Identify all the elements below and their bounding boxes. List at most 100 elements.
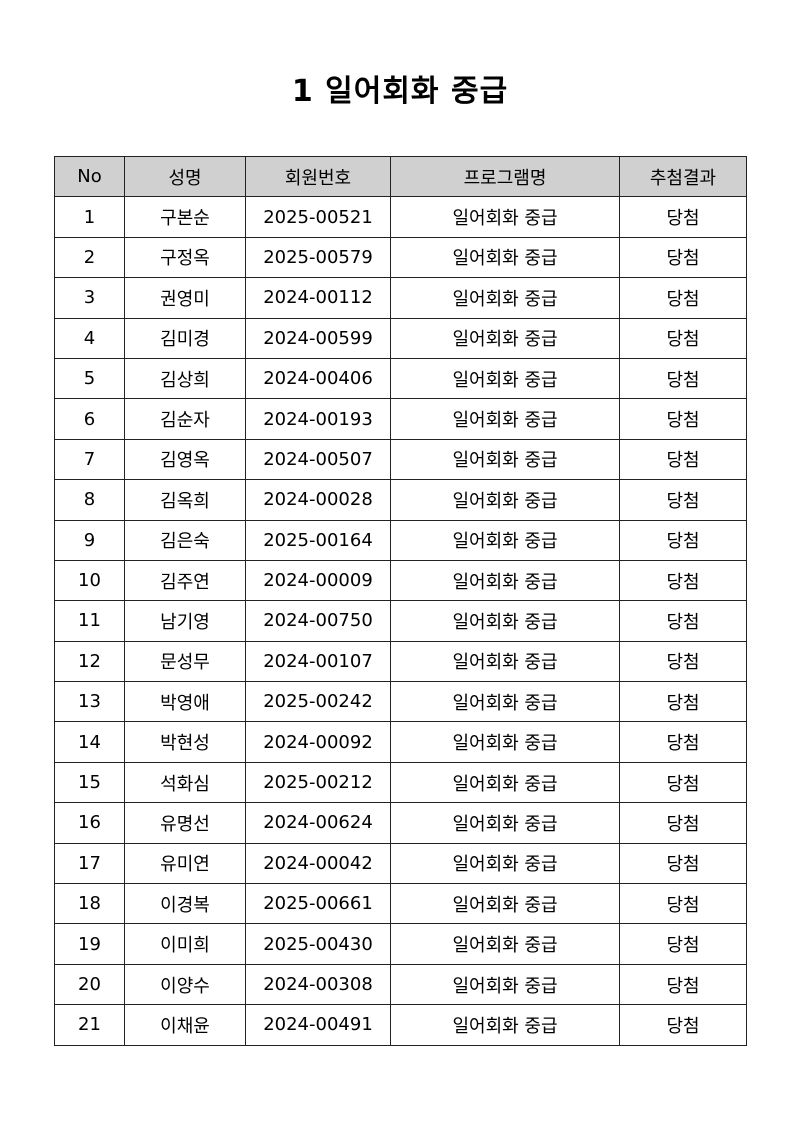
- cell-name: 이미희: [124, 923, 246, 965]
- cell-result: 당첨: [619, 519, 747, 561]
- table-row: 20 이양수 2024-00308 일어회화 중급 당첨: [54, 963, 747, 1006]
- table-row: 16 유명선 2024-00624 일어회화 중급 당첨: [54, 802, 747, 844]
- lottery-result-table: No 성명 회원번호 프로그램명 추첨결과 1 구본순 2025-00521 일어회화…: [54, 155, 747, 1046]
- cell-program: 일어회화 중급: [390, 761, 620, 804]
- cell-program: 일어회화 중급: [390, 438, 620, 481]
- cell-member-id: 2024-00507: [245, 438, 391, 481]
- table-row: 11 남기영 2024-00750 일어회화 중급 당첨: [54, 600, 747, 642]
- cell-result: 당첨: [619, 398, 747, 440]
- cell-program: 일어회화 중급: [390, 236, 620, 279]
- cell-program: 일어회화 중급: [390, 600, 620, 642]
- table-row: 2 구정옥 2025-00579 일어회화 중급 당첨: [54, 236, 747, 279]
- cell-name: 유명선: [124, 802, 246, 844]
- cell-no: 6: [54, 398, 125, 440]
- cell-no: 5: [54, 357, 125, 400]
- cell-member-id: 2025-00164: [245, 519, 391, 561]
- cell-no: 11: [54, 600, 125, 642]
- cell-result: 당첨: [619, 640, 747, 683]
- table-row: 13 박영애 2025-00242 일어회화 중급 당첨: [54, 681, 747, 723]
- cell-name: 김상희: [124, 357, 246, 400]
- cell-program: 일어회화 중급: [390, 317, 620, 359]
- cell-no: 7: [54, 438, 125, 481]
- cell-result: 당첨: [619, 357, 747, 400]
- cell-name: 유미연: [124, 842, 246, 885]
- cell-program: 일어회화 중급: [390, 640, 620, 683]
- cell-name: 김미경: [124, 317, 246, 359]
- cell-result: 당첨: [619, 721, 747, 763]
- cell-program: 일어회화 중급: [390, 963, 620, 1006]
- cell-name: 구본순: [124, 196, 246, 238]
- cell-result: 당첨: [619, 196, 747, 238]
- cell-member-id: 2024-00599: [245, 317, 391, 359]
- cell-name: 김영옥: [124, 438, 246, 481]
- cell-member-id: 2025-00212: [245, 761, 391, 804]
- cell-result: 당첨: [619, 438, 747, 481]
- table-row: 8 김옥희 2024-00028 일어회화 중급 당첨: [54, 479, 747, 521]
- table-row: 4 김미경 2024-00599 일어회화 중급 당첨: [54, 317, 747, 359]
- cell-name: 이채윤: [124, 1004, 246, 1046]
- header-row: No 성명 회원번호 프로그램명 추첨결과: [54, 155, 747, 198]
- cell-no: 14: [54, 721, 125, 763]
- cell-program: 일어회화 중급: [390, 802, 620, 844]
- cell-program: 일어회화 중급: [390, 1004, 620, 1046]
- cell-no: 9: [54, 519, 125, 561]
- cell-program: 일어회화 중급: [390, 519, 620, 561]
- cell-program: 일어회화 중급: [390, 559, 620, 602]
- cell-no: 3: [54, 277, 125, 319]
- table-row: 5 김상희 2024-00406 일어회화 중급 당첨: [54, 357, 747, 400]
- cell-member-id: 2024-00028: [245, 479, 391, 521]
- table-row: 17 유미연 2024-00042 일어회화 중급 당첨: [54, 842, 747, 885]
- cell-name: 이경복: [124, 883, 246, 925]
- header-member-id: 회원번호: [245, 155, 391, 198]
- cell-program: 일어회화 중급: [390, 923, 620, 965]
- cell-result: 당첨: [619, 559, 747, 602]
- cell-result: 당첨: [619, 479, 747, 521]
- cell-member-id: 2024-00308: [245, 963, 391, 1006]
- table-row: 10 김주연 2024-00009 일어회화 중급 당첨: [54, 559, 747, 602]
- cell-program: 일어회화 중급: [390, 842, 620, 885]
- cell-result: 당첨: [619, 317, 747, 359]
- cell-no: 15: [54, 761, 125, 804]
- cell-name: 박영애: [124, 681, 246, 723]
- cell-no: 1: [54, 196, 125, 238]
- table-row: 9 김은숙 2025-00164 일어회화 중급 당첨: [54, 519, 747, 561]
- cell-member-id: 2024-00750: [245, 600, 391, 642]
- cell-no: 19: [54, 923, 125, 965]
- cell-result: 당첨: [619, 802, 747, 844]
- table-row: 3 권영미 2024-00112 일어회화 중급 당첨: [54, 277, 747, 319]
- table-row: 1 구본순 2025-00521 일어회화 중급 당첨: [54, 196, 747, 238]
- cell-program: 일어회화 중급: [390, 277, 620, 319]
- cell-program: 일어회화 중급: [390, 196, 620, 238]
- cell-no: 12: [54, 640, 125, 683]
- cell-name: 문성무: [124, 640, 246, 683]
- cell-result: 당첨: [619, 883, 747, 925]
- table-row: 12 문성무 2024-00107 일어회화 중급 당첨: [54, 640, 747, 683]
- cell-no: 10: [54, 559, 125, 602]
- cell-program: 일어회화 중급: [390, 883, 620, 925]
- cell-name: 김순자: [124, 398, 246, 440]
- cell-no: 21: [54, 1004, 125, 1046]
- cell-member-id: 2024-00491: [245, 1004, 391, 1046]
- table-row: 15 석화심 2025-00212 일어회화 중급 당첨: [54, 761, 747, 804]
- cell-name: 김주연: [124, 559, 246, 602]
- cell-no: 20: [54, 963, 125, 1006]
- cell-member-id: 2025-00661: [245, 883, 391, 925]
- cell-name: 이양수: [124, 963, 246, 1006]
- cell-no: 4: [54, 317, 125, 359]
- cell-member-id: 2024-00624: [245, 802, 391, 844]
- cell-name: 남기영: [124, 600, 246, 642]
- cell-name: 권영미: [124, 277, 246, 319]
- cell-member-id: 2024-00009: [245, 559, 391, 602]
- cell-name: 김옥희: [124, 479, 246, 521]
- cell-member-id: 2024-00042: [245, 842, 391, 885]
- cell-result: 당첨: [619, 1004, 747, 1046]
- cell-name: 구정옥: [124, 236, 246, 279]
- cell-no: 17: [54, 842, 125, 885]
- header-program: 프로그램명: [390, 155, 620, 198]
- table-row: 14 박현성 2024-00092 일어회화 중급 당첨: [54, 721, 747, 763]
- cell-result: 당첨: [619, 236, 747, 279]
- cell-member-id: 2025-00579: [245, 236, 391, 279]
- cell-member-id: 2024-00193: [245, 398, 391, 440]
- cell-program: 일어회화 중급: [390, 398, 620, 440]
- cell-no: 13: [54, 681, 125, 723]
